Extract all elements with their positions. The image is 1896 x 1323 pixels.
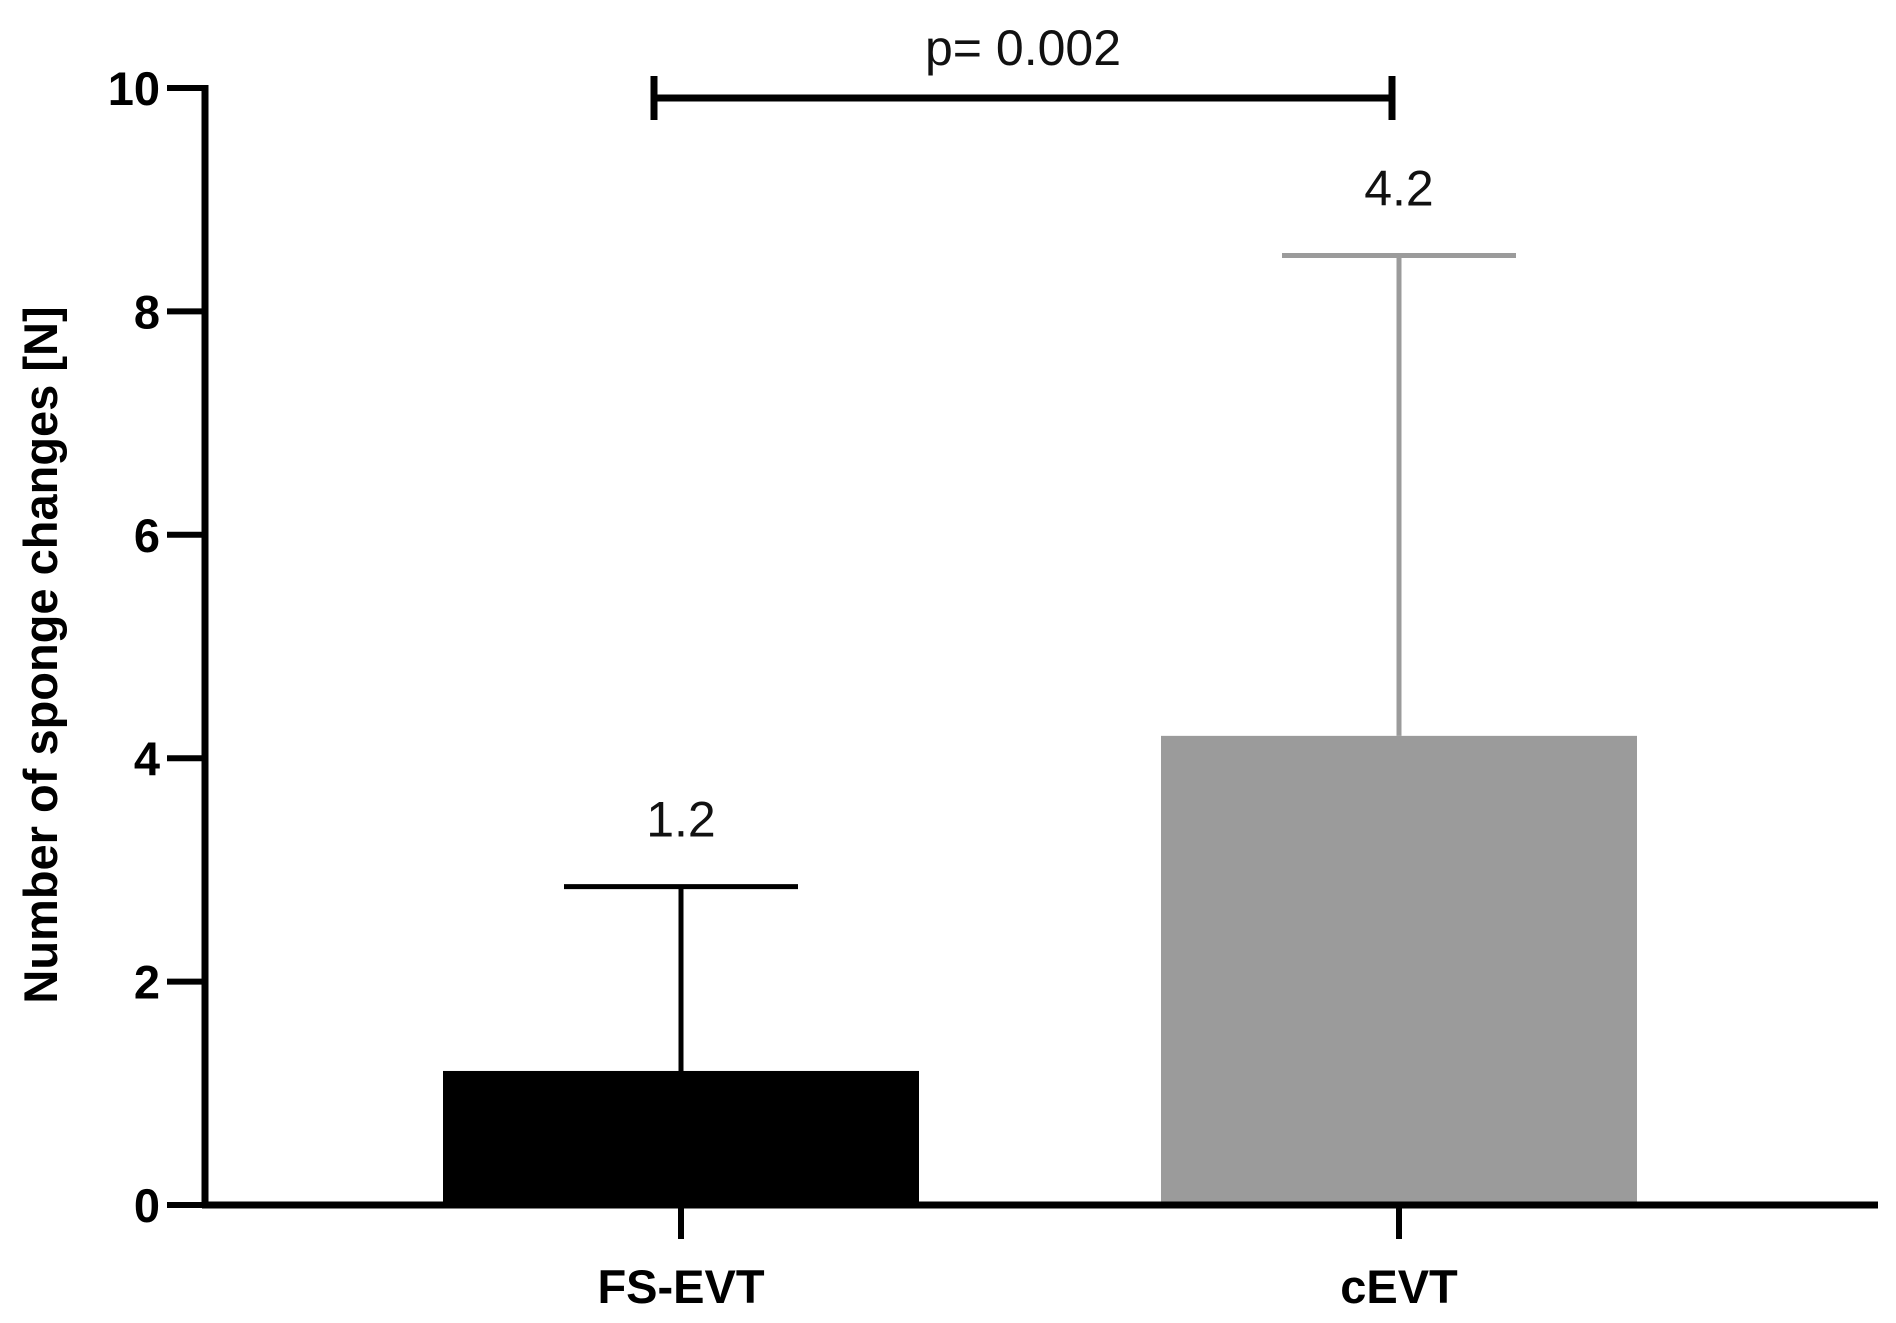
y-tick-label: 0 (134, 1179, 160, 1232)
bars-group (443, 735, 1637, 1205)
x-tick-label-fs-evt: FS-EVT (597, 1260, 764, 1313)
y-tick-label: 10 (108, 62, 160, 115)
bar-fs-evt (443, 1070, 919, 1205)
y-tick-label: 6 (134, 509, 160, 562)
error-bars-group (564, 253, 1516, 1071)
y-tick-label: 2 (134, 956, 160, 1009)
labels-group: 1.2 FS-EVT 4.2 cEVT 0 2 4 6 8 10 (108, 62, 1458, 1313)
significance-label: p= 0.002 (925, 20, 1121, 76)
data-label-cevt: 4.2 (1364, 161, 1434, 217)
significance-group: p= 0.002 (650, 20, 1396, 120)
y-axis-title: Number of sponge changes [N] (14, 306, 67, 1003)
y-tick-label: 8 (134, 285, 160, 338)
y-tick-label: 4 (134, 732, 160, 785)
data-label-fs-evt: 1.2 (646, 792, 716, 848)
axes-group (167, 85, 1878, 1239)
bar-cevt (1161, 735, 1637, 1205)
x-tick-label-cevt: cEVT (1340, 1260, 1458, 1313)
